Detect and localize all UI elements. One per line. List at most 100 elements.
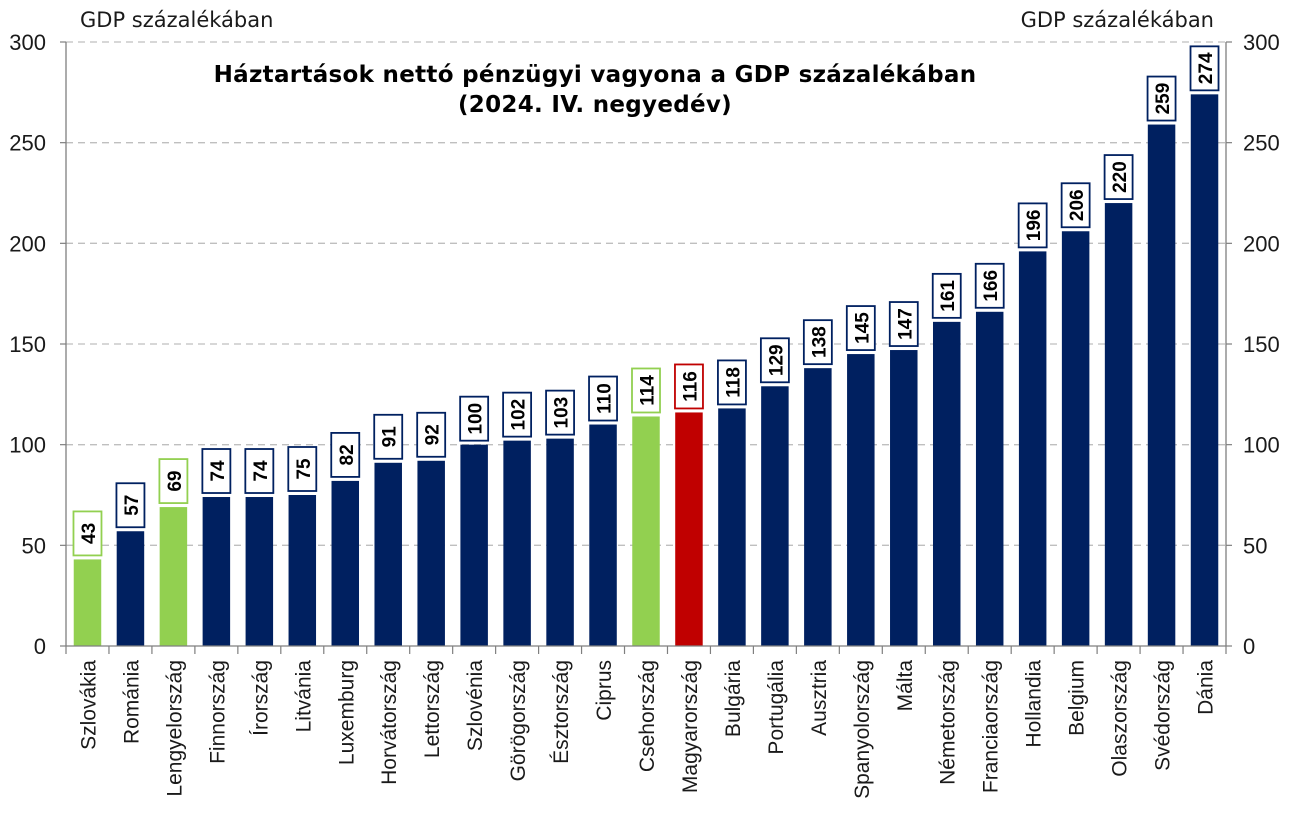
data-label: 274	[1196, 52, 1217, 84]
data-label: 102	[509, 399, 530, 431]
data-label: 259	[1153, 83, 1174, 115]
data-label-box	[1060, 182, 1091, 229]
x-tick-label: Hollandia	[1023, 660, 1046, 748]
data-label-box	[287, 446, 318, 492]
data-label-box	[888, 301, 919, 347]
right-axis-unit-label: GDP százalékában	[1020, 8, 1214, 32]
x-tick-label: Olaszország	[1109, 660, 1132, 777]
data-label: 110	[595, 383, 616, 414]
x-tick-label: Írország	[249, 660, 272, 736]
data-label-box	[631, 367, 661, 414]
data-label-box	[158, 458, 189, 504]
data-label: 74	[208, 460, 229, 482]
data-label: 166	[981, 270, 1002, 302]
data-label: 75	[294, 458, 315, 480]
y-tick-label-left: 50	[22, 533, 46, 558]
x-tick-label: Luxemburg	[335, 660, 358, 765]
data-label: 118	[723, 367, 744, 398]
data-label: 92	[423, 424, 444, 445]
data-label-box	[1103, 154, 1134, 200]
x-tick-label: Svédország	[1152, 660, 1175, 771]
bar	[1104, 203, 1133, 647]
data-label: 100	[466, 403, 487, 435]
bar	[761, 386, 789, 646]
left-axis-unit-label: GDP százalékában	[80, 8, 274, 32]
x-tick-label: Észtország	[550, 660, 573, 764]
axes	[60, 41, 1232, 654]
data-label: 161	[938, 280, 959, 312]
bar	[975, 311, 1004, 646]
x-axis-tick-labels: Szlovákia Románia Lengyelország Finnország Í…	[77, 660, 1217, 799]
x-tick-label: Lettország	[421, 660, 444, 758]
data-label-box	[244, 448, 275, 494]
bar	[288, 495, 317, 646]
x-tick-label: Csehország	[636, 660, 659, 772]
x-tick-label: Magyarország	[679, 660, 702, 793]
x-tick-label: Ausztria	[808, 660, 831, 736]
y-tick-label-left: 250	[9, 131, 46, 156]
y-tick-label-right: 200	[1243, 231, 1280, 256]
x-tick-label: Franciaország	[980, 660, 1003, 793]
bar	[546, 438, 574, 646]
y-tick-label-left: 300	[9, 30, 46, 55]
x-tick-label: Ciprus	[593, 660, 616, 721]
bar	[1190, 94, 1219, 646]
data-label-box	[1189, 45, 1220, 92]
bar	[1018, 251, 1047, 647]
bar	[245, 497, 274, 646]
bar	[202, 497, 231, 646]
x-tick-label: Litvánia	[292, 660, 315, 733]
y-tick-label-right: 150	[1243, 332, 1280, 357]
data-label-box	[545, 389, 575, 436]
bar	[417, 460, 445, 646]
bar	[847, 354, 875, 646]
data-label-box	[802, 319, 833, 366]
data-label: 129	[766, 344, 787, 376]
data-label-box	[1017, 202, 1048, 249]
data-label: 74	[251, 460, 272, 482]
data-label: 82	[337, 444, 358, 465]
y-tick-label-right: 0	[1243, 634, 1255, 659]
bar	[932, 321, 961, 646]
x-tick-label: Portugália	[765, 660, 788, 755]
y-tick-label-left: 200	[9, 231, 46, 256]
bar	[460, 444, 488, 646]
bar	[159, 507, 188, 646]
y-tick-label-right: 250	[1243, 131, 1280, 156]
data-label: 145	[852, 312, 873, 344]
x-tick-label: Románia	[120, 660, 143, 744]
bar	[73, 559, 102, 646]
bar	[589, 424, 617, 646]
x-tick-label: Finnország	[206, 660, 229, 764]
data-label-box	[72, 510, 103, 557]
data-label-box	[845, 305, 876, 351]
data-label-box	[588, 375, 618, 422]
bars: 43 57 69 74 74 75 82 91 92 100 102 103 110 114 116 118 1…	[72, 45, 1220, 647]
x-tick-label: Horvátország	[378, 660, 401, 785]
data-label-box	[502, 391, 533, 438]
data-label-box	[330, 432, 361, 478]
x-tick-label: Málta	[894, 660, 917, 712]
x-tick-label: Görögország	[507, 660, 530, 781]
data-label: 147	[895, 308, 916, 340]
data-label: 91	[380, 426, 401, 448]
data-label: 69	[165, 471, 186, 492]
bar	[503, 440, 531, 646]
x-tick-label: Szlovénia	[464, 660, 487, 751]
y-axis-tick-labels: 0 0 50 50 100 100 150 150 200 200 250 250 300 300	[9, 30, 1279, 659]
bar	[890, 350, 918, 646]
x-tick-label: Bulgária	[722, 660, 745, 737]
data-label-box	[459, 395, 490, 442]
y-tick-label-right: 50	[1243, 533, 1267, 558]
data-label: 116	[680, 371, 701, 402]
bar	[804, 368, 832, 646]
data-label-box	[759, 337, 790, 384]
data-label: 43	[79, 523, 100, 544]
data-label: 138	[809, 326, 830, 358]
bar	[116, 531, 145, 646]
data-label-box	[115, 482, 146, 529]
x-tick-label: Belgium	[1066, 660, 1089, 736]
data-label-box	[416, 411, 447, 458]
data-label-box	[674, 363, 704, 410]
bar	[1147, 124, 1176, 646]
